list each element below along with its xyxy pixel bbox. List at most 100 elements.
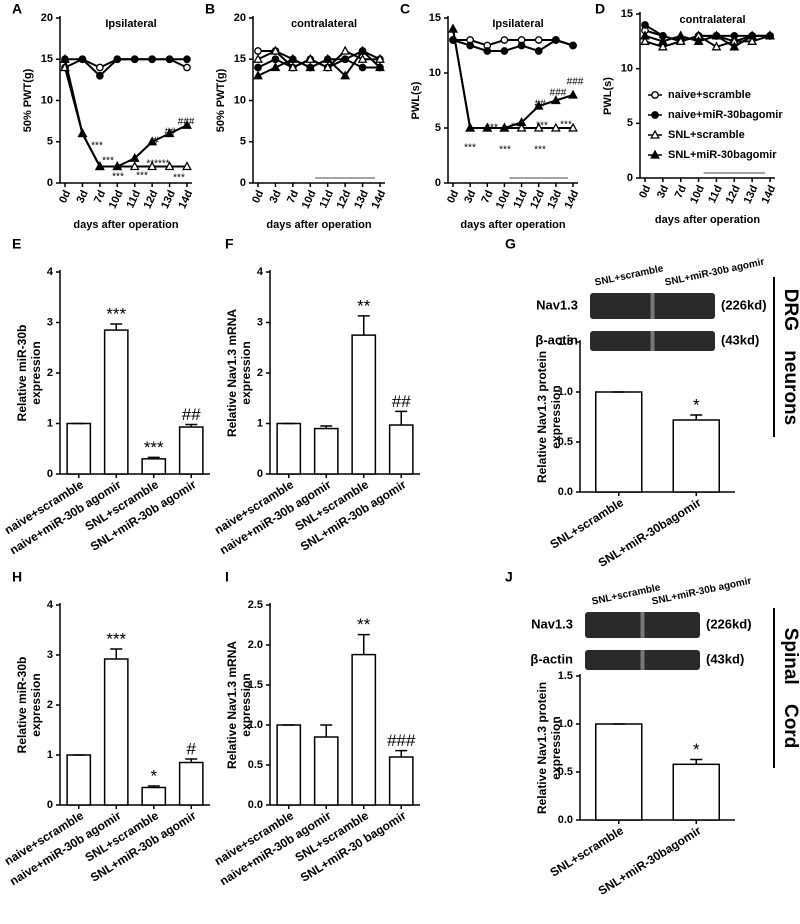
bar [313,427,339,475]
y-tick-label: 0.5 [248,759,263,771]
annotation: ### [550,88,567,99]
y-tick-label: 2.5 [248,599,263,611]
marker [182,161,192,171]
y-axis-label: 50% PWT(g) [215,68,227,132]
x-axis-label: days after operation [266,219,371,231]
marker [148,55,156,64]
blot-column: SNL+scramble [594,263,665,288]
y-axis-label: Relative miR-30bexpression [15,657,43,754]
marker [270,45,281,55]
error-bar [357,315,370,336]
x-axis-label: days after operation [460,219,565,231]
blot-band-gap [650,293,655,319]
x-tick-label: 3d [267,188,283,205]
x-tick-label: 3d [655,183,671,200]
marker [675,35,686,45]
marker [482,122,493,132]
bar [388,424,414,475]
marker [711,30,722,40]
marker [483,47,492,55]
y-tick-label: 1 [47,749,53,761]
marker [130,55,139,64]
y-tick-label: 0.0 [248,799,263,811]
y-tick-label: 1.5 [558,670,573,682]
annotation: *** [486,123,498,134]
y-axis-label: Relative miR-30bexpression [15,325,43,422]
x-tick-label: SNL+scramble [548,495,627,551]
legend-label: naive+miR-30bagomir [668,109,783,121]
error-bar [395,749,408,757]
x-tick-label: 14d [562,188,581,210]
marker [375,62,385,72]
annotation: *** [534,145,546,156]
bar [595,391,643,493]
x-tick-label: 13d [352,188,371,210]
error-bar [690,758,703,765]
marker [711,41,722,51]
marker [322,53,333,63]
marker [552,36,560,44]
y-tick-label: 15 [621,8,633,20]
bar [276,724,302,806]
blot-band-gap [640,650,645,670]
bar [672,763,720,821]
y-tick-label: 4 [257,266,264,278]
x-tick-label: 11d [124,188,143,210]
bar [351,334,377,475]
y-tick-label: 5 [435,122,441,134]
panel-letter: B [205,1,215,17]
error-bar [185,423,198,428]
marker [747,30,758,40]
marker [78,55,87,64]
x-tick-label: 12d [528,188,547,210]
y-tick-label: 10 [234,94,246,106]
bar-label: *** [106,304,126,323]
bar-label: *** [144,438,164,457]
y-axis-label: Relative Nav1.3 proteinexpression [535,682,563,814]
legend-label: SNL+miR-30bagomir [668,149,777,161]
marker [466,41,474,50]
x-tick-label: SNL+scramble [548,823,627,879]
x-tick-label: 0d [57,188,73,205]
panel: G 0.0 0.5 1.0 1.5 Relative Nav1.3 proteinexpr… [505,236,800,570]
chart-title: contralateral [291,18,357,30]
marker [270,62,281,72]
y-tick-label: 5 [47,136,53,148]
blot-column: SNL+miR-30b agomir [664,257,766,289]
y-tick-label: 3 [257,316,263,328]
marker [499,122,510,132]
y-tick-label: 10 [621,63,633,75]
marker [322,62,333,72]
y-tick-label: 0 [47,799,53,811]
x-tick-label: 14d [369,188,388,210]
annotation: ## [534,99,546,110]
panel: I 0.0 0.5 1.0 1.5 2.0 2.5 Relative Nav1.3 mRNAe… [212,569,420,888]
bar [103,329,129,475]
blot-row-size: (226kd) [721,297,767,312]
bar [103,658,129,806]
bar [141,458,167,475]
y-tick-label: 1.5 [558,336,573,348]
blot-row-name: Nav1.3 [531,616,573,631]
chart-title: contralateral [679,14,745,26]
error-bar [147,456,160,459]
x-axis-label: days after operation [73,219,178,231]
y-tick-label: 0 [47,177,53,189]
y-tick-label: 3 [47,649,53,661]
bar [595,723,643,821]
marker [183,63,191,72]
y-tick-label: 2 [257,367,263,379]
panel: B 0 5 10 15 20 50% PWT(g) 0d 3d 7d10d11d12d13d14d… [205,1,388,231]
marker [340,70,351,80]
marker [341,55,349,64]
bar [66,754,92,806]
blot-row-name: Nav1.3 [536,297,578,312]
x-tick-label: 11d [317,188,336,210]
blot-band-gap [650,331,655,351]
annotation: ****** [146,159,169,170]
y-tick-label: 1 [257,417,263,429]
y-tick-label: 2 [47,699,53,711]
x-tick-label: 13d [545,188,564,210]
